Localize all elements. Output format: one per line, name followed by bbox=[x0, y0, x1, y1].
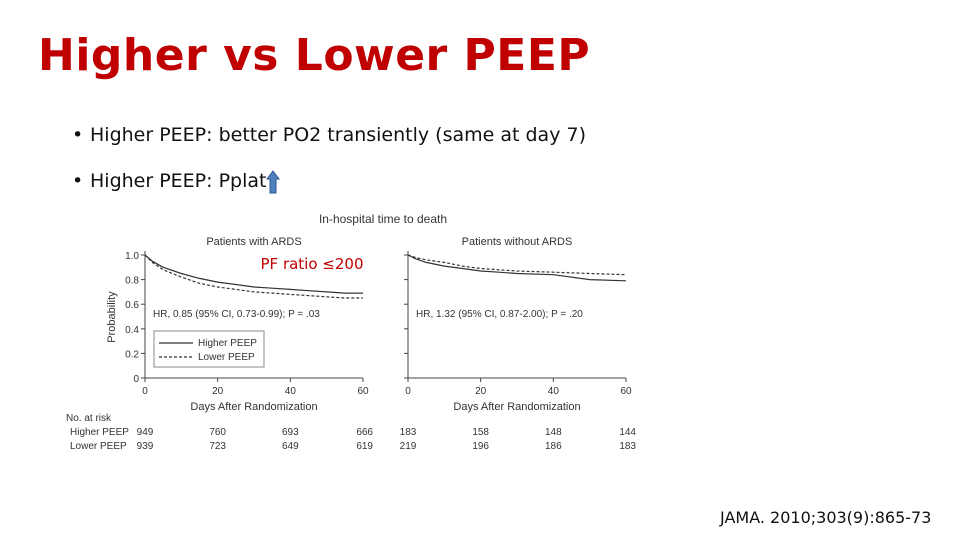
panel-with-ards: 1.0 0.8 0.6 0.4 0.2 00 20 40 60 Days After Random… bbox=[125, 251, 369, 413]
risk-value: 723 bbox=[209, 441, 226, 452]
risk-value: 939 bbox=[137, 441, 154, 452]
x-tick-label: 60 bbox=[357, 386, 369, 397]
risk-value: 693 bbox=[282, 427, 299, 438]
legend-label-higher: Higher PEEP bbox=[198, 338, 257, 349]
bullet-text: Higher PEEP: better PO2 transiently (sam… bbox=[90, 124, 586, 146]
x-tick-label: 0 bbox=[405, 386, 411, 397]
risk-value: 196 bbox=[472, 441, 489, 452]
risk-value: 619 bbox=[356, 441, 373, 452]
risk-value: 666 bbox=[356, 427, 373, 438]
x-axis-label: Days After Randomization bbox=[190, 401, 317, 413]
survival-line-lower-peep bbox=[407, 254, 627, 276]
y-tick-label: 0.6 bbox=[125, 300, 139, 311]
y-tick-label: 0 bbox=[133, 374, 139, 385]
panel-without-ards: 0 20 40 60 Days After Randomization HR, 1.32 … bbox=[404, 251, 632, 413]
legend: Higher PEEP Lower PEEP bbox=[153, 330, 265, 368]
bullet-item: • Higher PEEP: Pplat bbox=[72, 170, 266, 192]
hazard-ratio-text: HR, 1.32 (95% CI, 0.87-2.00); P = .20 bbox=[416, 309, 583, 320]
risk-value: 144 bbox=[619, 427, 636, 438]
panel-title-without-ards: Patients without ARDS bbox=[462, 236, 573, 248]
x-tick-label: 20 bbox=[475, 386, 487, 397]
pf-ratio-annotation: PF ratio ≤200 bbox=[261, 255, 364, 273]
y-axis-label: Probability bbox=[106, 291, 118, 343]
risk-value: 186 bbox=[545, 441, 562, 452]
y-tick-label: 0.4 bbox=[125, 325, 139, 336]
bullet-item: • Higher PEEP: better PO2 transiently (sa… bbox=[72, 124, 586, 146]
risk-value: 760 bbox=[209, 427, 226, 438]
y-tick-label: 0.2 bbox=[125, 349, 139, 360]
survival-line-higher-peep bbox=[407, 254, 627, 282]
x-tick-label: 60 bbox=[620, 386, 632, 397]
bullet-text: Higher PEEP: Pplat bbox=[90, 170, 267, 192]
y-tick-label: 1.0 bbox=[125, 251, 139, 262]
risk-row-label: Higher PEEP bbox=[70, 427, 129, 438]
x-tick-label: 0 bbox=[142, 386, 148, 397]
risk-value: 183 bbox=[619, 441, 636, 452]
x-axis-label: Days After Randomization bbox=[453, 401, 580, 413]
legend-label-lower: Lower PEEP bbox=[198, 352, 255, 363]
bullet-dot: • bbox=[72, 124, 84, 146]
survival-line-higher-peep bbox=[144, 254, 363, 294]
survival-figure: In-hospital time to death Patients with … bbox=[66, 212, 636, 452]
risk-value: 219 bbox=[400, 441, 417, 452]
bullet-dot: • bbox=[72, 170, 84, 192]
x-tick-label: 40 bbox=[285, 386, 297, 397]
y-tick-label: 0.8 bbox=[125, 276, 139, 287]
panel-title-with-ards: Patients with ARDS bbox=[206, 236, 301, 248]
risk-value: 949 bbox=[137, 427, 154, 438]
figure-title: In-hospital time to death bbox=[319, 212, 447, 226]
risk-value: 649 bbox=[282, 441, 299, 452]
risk-table: No. at risk Higher PEEP Lower PEEP 949 76… bbox=[66, 413, 636, 452]
up-arrow-icon bbox=[266, 170, 280, 194]
citation: JAMA. 2010;303(9):865-73 bbox=[720, 508, 932, 527]
slide-title: Higher vs Lower PEEP bbox=[38, 30, 591, 81]
hazard-ratio-text: HR, 0.85 (95% CI, 0.73-0.99); P = .03 bbox=[153, 309, 320, 320]
risk-row-label: Lower PEEP bbox=[70, 441, 127, 452]
survival-line-lower-peep bbox=[144, 254, 363, 299]
risk-value: 183 bbox=[400, 427, 417, 438]
risk-table-header: No. at risk bbox=[66, 413, 112, 424]
x-tick-label: 40 bbox=[548, 386, 560, 397]
risk-value: 158 bbox=[472, 427, 489, 438]
x-tick-label: 20 bbox=[212, 386, 224, 397]
legend-box bbox=[153, 330, 265, 368]
risk-value: 148 bbox=[545, 427, 562, 438]
